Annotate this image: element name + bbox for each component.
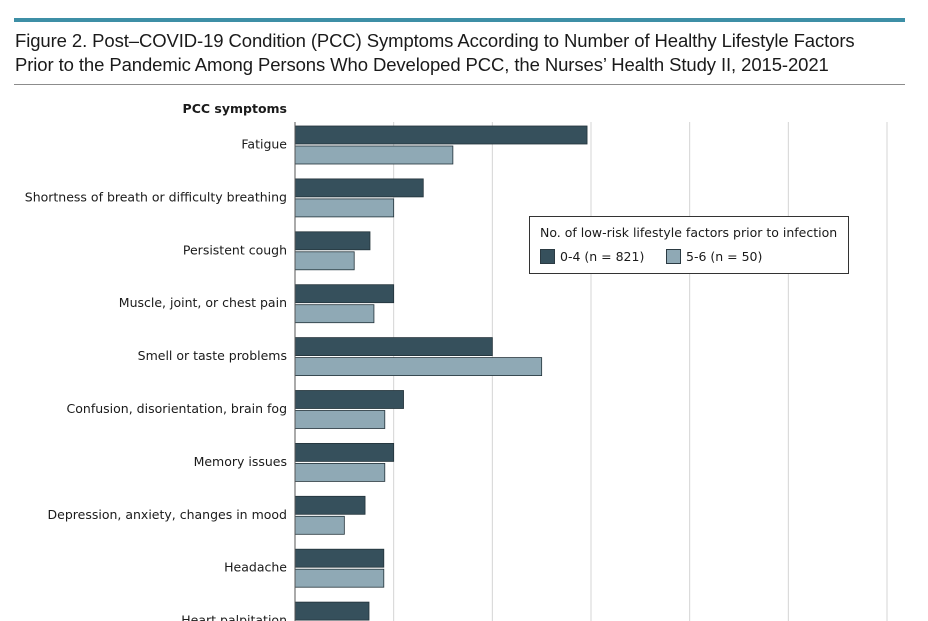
- bar-0-4-1: [294, 178, 424, 198]
- bar-0-4-9: [294, 601, 370, 621]
- bar-0-4-5: [294, 390, 404, 409]
- bar-0-4-3: [294, 284, 395, 304]
- bar-5-6-5: [294, 410, 386, 429]
- chart-legend: No. of low-risk lifestyle factors prior …: [529, 216, 849, 274]
- category-label-5: Confusion, disorientation, brain fog: [67, 401, 287, 416]
- legend-item-0-4: 0-4 (n = 821): [540, 249, 644, 264]
- bar-5-6-2: [294, 251, 355, 271]
- bar-0-4-7: [294, 495, 366, 515]
- bar-5-6-6: [294, 462, 386, 482]
- category-label-2: Persistent cough: [183, 242, 287, 257]
- figure-title-line-2: Prior to the Pandemic Among Persons Who …: [15, 54, 829, 75]
- y-axis-title: PCC symptoms: [182, 101, 287, 116]
- bar-0-4-0: [294, 125, 588, 145]
- category-label-8: Headache: [224, 560, 287, 575]
- legend-swatch-5-6: [666, 249, 681, 264]
- legend-label-5-6: 5-6 (n = 50): [686, 249, 763, 264]
- bar-0-4-2: [294, 231, 371, 251]
- category-label-9: Heart palpitation: [181, 613, 287, 621]
- category-label-6: Memory issues: [194, 454, 287, 469]
- bar-5-6-8: [294, 568, 385, 588]
- legend-item-5-6: 5-6 (n = 50): [666, 249, 762, 264]
- bar-5-6-7: [294, 515, 345, 535]
- bar-0-4-6: [294, 442, 395, 462]
- category-label-4: Smell or taste problems: [138, 348, 287, 363]
- top-accent-rule: [14, 18, 905, 22]
- figure-title-line-1: Figure 2. Post–COVID-19 Condition (PCC) …: [15, 30, 855, 51]
- legend-label-0-4: 0-4 (n = 821): [560, 249, 645, 264]
- bar-0-4-8: [294, 548, 385, 568]
- title-divider: [14, 84, 905, 85]
- category-label-7: Depression, anxiety, changes in mood: [48, 507, 287, 522]
- bar-5-6-0: [294, 145, 454, 165]
- bar-5-6-3: [294, 304, 375, 324]
- legend-swatch-0-4: [540, 249, 555, 264]
- category-label-0: Fatigue: [241, 137, 287, 152]
- bar-5-6-4: [294, 357, 543, 377]
- legend-title: No. of low-risk lifestyle factors prior …: [540, 225, 838, 240]
- figure-title: Figure 2. Post–COVID-19 Condition (PCC) …: [15, 29, 905, 77]
- bar-0-4-4: [294, 337, 493, 357]
- category-label-1: Shortness of breath or difficulty breath…: [25, 189, 287, 204]
- bar-5-6-1: [294, 198, 395, 218]
- category-label-3: Muscle, joint, or chest pain: [119, 295, 287, 310]
